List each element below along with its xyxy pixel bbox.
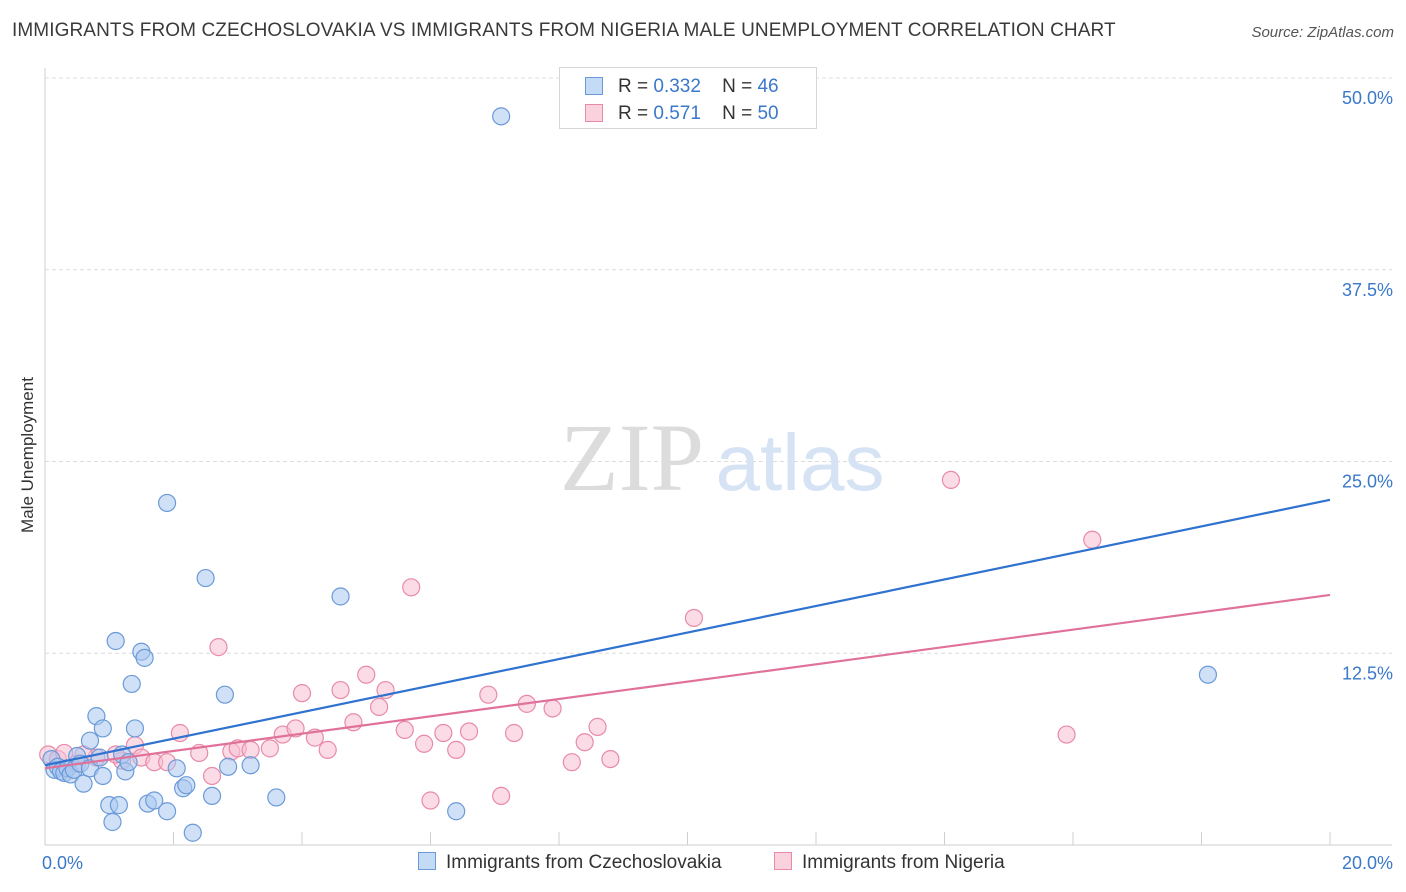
legend-swatch-czech [418,852,436,870]
legend-swatch-czech [585,77,603,95]
y-tick-label: 37.5% [1342,280,1393,300]
legend-item-nigeria[interactable]: Immigrants from Nigeria [774,852,1005,874]
nigeria-point [575,733,594,752]
czech-point [196,568,215,588]
legend-swatch-nigeria [774,852,792,870]
czech-point [219,757,238,776]
czech-point [103,812,122,832]
czech-r-value: 0.332 [653,76,701,97]
czech-point [157,802,177,821]
czech-point [135,648,154,667]
x-tick-label: 0.0% [42,853,83,873]
czech-point [93,766,112,786]
czech-point [447,802,466,821]
gridlines [45,77,1392,654]
watermark-zip: ZIP [560,404,704,511]
nigeria-point [434,723,453,743]
nigeria-point [241,740,260,759]
trend-lines [44,498,1331,770]
czech-point [167,759,186,778]
czech-point [1198,665,1218,684]
czech-point [106,631,125,651]
watermark-atlas: atlas [716,418,885,507]
chart-title: IMMIGRANTS FROM CZECHOSLOVAKIA VS IMMIGR… [12,20,1116,41]
legend-item-czech[interactable]: Immigrants from Czechoslovakia [418,852,722,874]
n-label: N = [722,76,753,97]
r-label: R = [618,76,649,97]
czech-point [109,796,128,815]
nigeria-point [286,719,305,738]
nigeria-point [601,749,620,769]
nigeria-trend-line [44,593,1331,770]
nigeria-point [543,699,562,718]
y-tick-label: 50.0% [1342,88,1393,108]
r-label: R = [618,103,649,124]
nigeria-n-value: 50 [757,103,779,124]
nigeria-point [588,717,607,736]
y-tick-label: 25.0% [1342,472,1393,492]
czech-point [80,731,100,750]
axes [44,68,1392,846]
nigeria-point [202,766,222,786]
legend-swatch-nigeria [585,104,603,122]
y-tick-label: 12.5% [1342,663,1393,683]
czech-point [145,791,164,810]
czech-n-value: 46 [757,76,779,97]
nigeria-point [260,739,279,758]
x-tick-label: 20.0% [1342,853,1393,873]
nigeria-point [209,638,228,657]
nigeria-point [402,578,421,597]
czech-point [93,719,112,738]
nigeria-point [395,720,414,740]
nigeria-point [414,734,434,753]
nigeria-point [370,697,389,717]
czech-point [267,788,286,807]
czech-trend-line [44,498,1331,767]
nigeria-point [504,723,524,743]
nigeria-point [459,722,479,741]
tick-labels: 12.5% 25.0% 37.5% 50.0% 0.0% 20.0% [42,88,1393,873]
czech-point [177,776,196,795]
czech-point [202,786,222,806]
czech-point [122,674,141,694]
watermark: ZIP atlas [560,404,884,511]
legend-label-czech: Immigrants from Czechoslovakia [446,852,722,873]
legend-label-nigeria: Immigrants from Nigeria [802,852,1005,873]
czech-point [331,587,350,606]
nigeria-point [479,685,498,704]
czech-point [241,756,260,775]
nigeria-point [331,680,350,700]
nigeria-point [941,470,961,490]
czech-point [74,774,93,793]
nigeria-point [562,753,581,772]
nigeria-point [357,665,376,684]
nigeria-point [421,791,440,810]
n-label: N = [722,103,753,124]
czech-point [215,685,234,704]
czech-point [492,107,511,126]
nigeria-point [684,608,704,628]
source-label: Source: ZipAtlas.com [1251,24,1394,41]
series-nigeria-points [39,470,1102,810]
nigeria-point [447,740,466,759]
nigeria-point [1083,530,1102,549]
nigeria-point [1057,725,1076,744]
nigeria-r-value: 0.571 [653,103,701,124]
nigeria-point [318,740,337,759]
czech-point [125,719,145,738]
correlation-legend: R = 0.332 N = 46 R = 0.571 N = 50 [559,67,817,129]
czech-point [183,823,202,842]
nigeria-point [292,684,312,703]
nigeria-point [492,786,511,806]
czech-point [157,493,177,513]
